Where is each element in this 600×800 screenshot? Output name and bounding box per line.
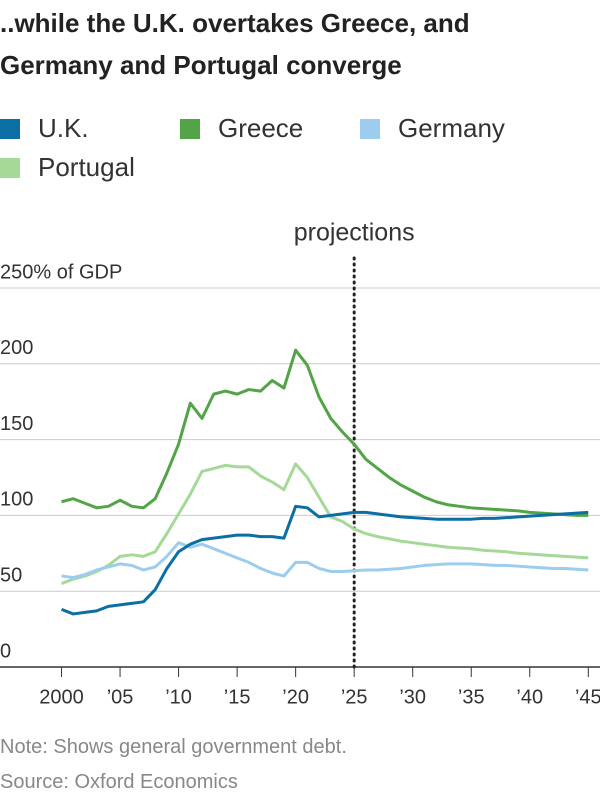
- note: Note: Shows general government debt.: [0, 736, 347, 758]
- y-tick-label: 50: [0, 564, 22, 586]
- legend-swatch: [0, 158, 20, 178]
- x-tick-label: ’40: [516, 686, 543, 708]
- legend-label: Portugal: [38, 152, 135, 182]
- series-line: [61, 541, 589, 580]
- x-tick-label: ’30: [399, 686, 426, 708]
- legend-label: U.K.: [38, 113, 89, 143]
- y-tick-label: 200: [0, 337, 33, 359]
- legend-item: Portugal: [0, 147, 135, 187]
- legend-item: Germany: [360, 108, 505, 148]
- legend-item: Greece: [180, 108, 303, 148]
- source: Source: Oxford Economics: [0, 771, 238, 793]
- x-tick-label: ’15: [224, 686, 251, 708]
- annotation-label: projections: [294, 219, 415, 247]
- x-tick-label: ’10: [165, 686, 192, 708]
- x-tick-label: 2000: [39, 686, 84, 708]
- series-line: [60, 462, 589, 586]
- y-tick-label: 100: [0, 489, 33, 511]
- x-tick-label: ’05: [107, 686, 134, 708]
- x-tick-label: ’25: [341, 686, 368, 708]
- x-tick-label: ’35: [458, 686, 485, 708]
- y-tick-label: 150: [0, 413, 33, 435]
- x-tick-label: ’45: [575, 686, 600, 708]
- x-tick-label: ’20: [282, 686, 309, 708]
- legend-label: Germany: [398, 113, 505, 143]
- legend-swatch: [360, 119, 380, 139]
- chart-title: ..while the U.K. overtakes Greece, and G…: [0, 8, 470, 80]
- y-tick-label: 250% of GDP: [0, 261, 122, 283]
- legend-swatch: [180, 119, 200, 139]
- legend-swatch: [0, 119, 20, 139]
- series-line: [61, 348, 589, 517]
- y-tick-label: 0: [0, 640, 11, 662]
- legend-item: U.K.: [0, 108, 89, 148]
- series-line: [60, 504, 589, 616]
- legend-label: Greece: [218, 113, 304, 143]
